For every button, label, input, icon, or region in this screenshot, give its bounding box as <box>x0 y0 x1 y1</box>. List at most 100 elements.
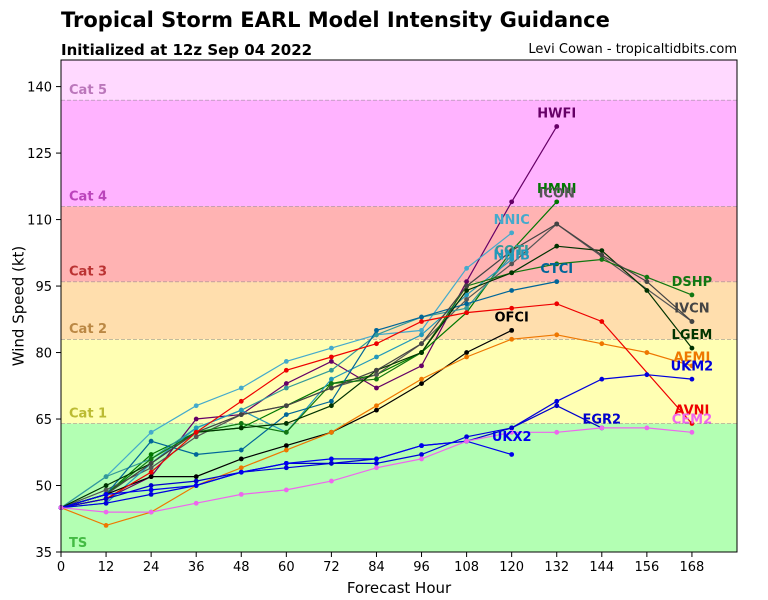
data-point-avni <box>283 367 289 373</box>
data-point-ivcn <box>644 279 650 285</box>
data-point-icon <box>509 261 515 267</box>
y-tick-label: 110 <box>27 214 52 229</box>
data-point-hwfi <box>283 381 289 386</box>
data-point-cem2 <box>509 429 515 435</box>
x-tick-label: 36 <box>188 560 205 575</box>
data-point-ukx2 <box>509 452 515 457</box>
data-point-nnic <box>329 345 334 351</box>
data-point-lgem <box>283 421 289 426</box>
data-point-ofci <box>374 407 379 413</box>
data-point-ctci <box>238 447 244 453</box>
data-point-ofci <box>193 474 199 480</box>
data-point-ukx2 <box>238 469 244 475</box>
model-label-ivcn: IVCN <box>674 302 709 317</box>
data-point-ukx2 <box>329 456 334 462</box>
data-point-avni <box>374 341 379 347</box>
data-point-hwfi <box>419 363 424 369</box>
x-tick-label: 84 <box>368 560 385 575</box>
data-point-ofci <box>464 350 469 355</box>
model-label-nnic: NNIC <box>494 213 530 228</box>
data-point-cem2 <box>374 465 379 471</box>
data-point-ukm2 <box>419 452 424 457</box>
band-label-ts: TS <box>69 536 87 551</box>
series-avni <box>58 301 695 511</box>
chart-subtitle: Initialized at 12z Sep 04 2022 <box>61 41 313 59</box>
x-tick-label: 72 <box>323 560 340 575</box>
x-tick-label: 0 <box>57 560 65 575</box>
data-point-hwfi <box>509 199 515 205</box>
data-point-cem2 <box>644 425 650 431</box>
data-point-aemi <box>644 350 650 355</box>
data-point-hwfi <box>329 359 334 364</box>
data-point-hwfi <box>554 124 560 129</box>
data-point-cem2 <box>464 438 469 444</box>
model-label-aemi: AEMI <box>674 350 711 365</box>
data-point-aemi <box>283 447 289 453</box>
y-tick-label: 125 <box>27 147 52 162</box>
data-point-coti <box>103 474 109 480</box>
data-point-aemi <box>509 336 515 342</box>
model-label-lgem: LGEM <box>672 328 713 343</box>
band-label-cat-1: Cat 1 <box>69 406 107 421</box>
data-point-cem2 <box>283 487 289 493</box>
data-point-icon <box>374 372 379 378</box>
data-point-lgem <box>419 350 424 355</box>
data-point-ofci <box>238 456 244 462</box>
data-point-cem2 <box>554 429 560 435</box>
axes: 0 12 24 36 48 60 72 84 96 108 120 132 144 156 168 35 50 6… <box>27 59 738 575</box>
band-label-cat-5: Cat 5 <box>69 83 107 98</box>
data-point-ukm2 <box>374 460 379 466</box>
data-point-nnic <box>419 327 424 333</box>
model-label-ctci: CTCI <box>540 262 573 277</box>
data-point-nnib <box>419 332 424 338</box>
data-point-ukm2 <box>554 398 560 404</box>
data-point-ukx2 <box>148 487 154 493</box>
data-point-lgem <box>644 288 650 293</box>
data-point-cem2 <box>193 500 199 506</box>
data-point-aemi <box>464 354 469 360</box>
data-point-ivcn <box>283 403 289 409</box>
data-point-ukm2 <box>464 434 469 440</box>
data-point-ivcn <box>419 341 424 347</box>
data-point-lgem <box>509 270 515 276</box>
data-point-nnic <box>509 230 515 236</box>
model-series <box>58 124 695 528</box>
x-tick-label: 156 <box>634 560 659 575</box>
data-point-ctci <box>374 327 379 333</box>
data-point-ivcn <box>148 460 154 466</box>
data-point-icon <box>464 296 469 302</box>
band-label-cat-3: Cat 3 <box>69 265 107 280</box>
data-point-ukx2 <box>193 483 199 488</box>
x-tick-label: 144 <box>589 560 614 575</box>
band-cat-4 <box>61 99 737 207</box>
data-point-cem2 <box>238 491 244 497</box>
data-point-dshp <box>644 274 650 280</box>
model-label-ukx2: UKX2 <box>492 430 532 445</box>
data-point-nnic <box>148 429 154 435</box>
data-point-nnib <box>374 354 379 360</box>
data-point-hwfi <box>374 385 379 391</box>
y-tick-label: 95 <box>35 280 52 295</box>
x-tick-label: 132 <box>544 560 569 575</box>
model-label-coti: COTI <box>495 244 529 259</box>
data-point-coti <box>374 332 379 338</box>
x-tick-label: 24 <box>143 560 160 575</box>
x-tick-label: 12 <box>98 560 115 575</box>
series-line-avni <box>60 303 693 509</box>
data-point-ukm2 <box>103 500 109 506</box>
data-point-aemi <box>554 332 560 338</box>
data-point-ofci <box>148 474 154 480</box>
data-point-ukx2 <box>103 491 109 497</box>
data-point-hmni <box>148 452 154 457</box>
x-tick-label: 168 <box>680 560 705 575</box>
plot-frame <box>60 59 738 553</box>
data-point-lgem <box>689 345 695 351</box>
data-point-ukm2 <box>283 465 289 471</box>
data-point-dshp <box>374 376 379 382</box>
data-point-ivcn <box>689 319 695 324</box>
data-point-ukx2 <box>283 460 289 466</box>
data-point-ofci <box>419 381 424 386</box>
data-point-ofci <box>283 443 289 449</box>
data-point-ivcn <box>554 221 560 227</box>
band-cat-5 <box>61 60 737 100</box>
